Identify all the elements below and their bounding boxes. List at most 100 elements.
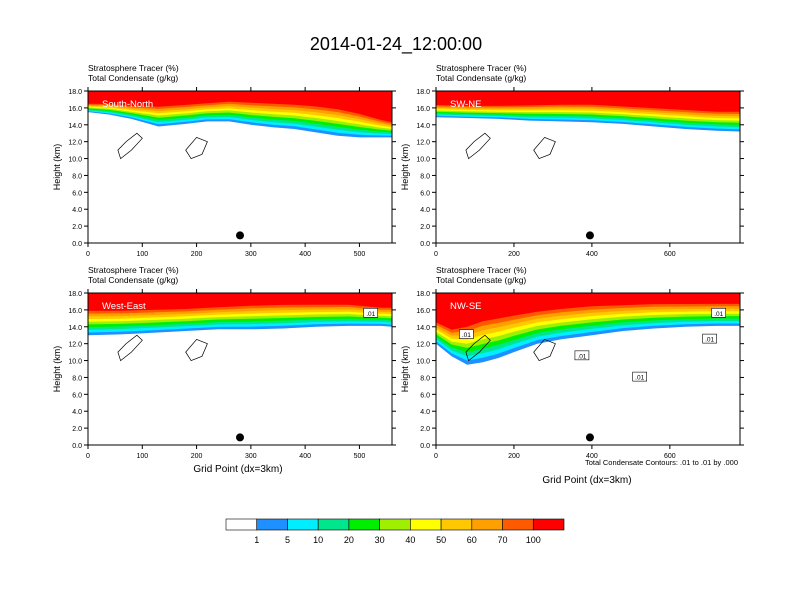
condensate-contour xyxy=(117,132,143,160)
condensate-contour xyxy=(185,136,208,160)
y-tick-label: 4.0 xyxy=(72,409,82,416)
contour-label-box xyxy=(574,350,590,361)
contour-label-box xyxy=(702,333,717,344)
colorbar-segment xyxy=(348,518,380,531)
location-marker xyxy=(585,231,594,240)
tracer-top xyxy=(88,293,392,300)
x-tick-label: 400 xyxy=(299,251,311,258)
tracer-top xyxy=(436,293,740,300)
y-tick-label: 10.0 xyxy=(416,359,430,366)
colorbar-segment xyxy=(317,518,350,531)
y-tick-label: 8.0 xyxy=(72,375,82,382)
left-title-tracer: Stratosphere Tracer (%) xyxy=(436,63,527,73)
y-tick-label: 6.0 xyxy=(420,392,430,399)
y-tick-label: 10.0 xyxy=(68,359,82,366)
colorbar-segment xyxy=(471,518,503,531)
figure-title: 2014-01-24_12:00:00 xyxy=(310,34,482,55)
y-axis-label: Height (km) xyxy=(400,346,410,393)
tracer-layer-100 xyxy=(436,293,740,330)
condensate-contour xyxy=(185,338,208,362)
colorbar-label: 60 xyxy=(467,535,477,545)
y-tick-label: 12.0 xyxy=(416,342,430,349)
condensate-contour xyxy=(465,132,491,160)
x-tick-label: 400 xyxy=(586,453,598,460)
condensate-contour xyxy=(465,334,491,362)
y-tick-label: 2.0 xyxy=(420,426,430,433)
left-title-condensate: Total Condensate (g/kg) xyxy=(88,275,178,285)
y-tick-label: 16.0 xyxy=(68,106,82,113)
plot-area xyxy=(88,91,392,160)
left-title-condensate: Total Condensate (g/kg) xyxy=(88,73,178,83)
x-tick-label: 400 xyxy=(299,453,311,460)
colorbar-segment xyxy=(502,518,534,531)
location-marker xyxy=(236,433,244,442)
y-tick-label: 2.0 xyxy=(420,224,430,231)
x-tick-label: 600 xyxy=(664,251,676,258)
plot-frame xyxy=(87,90,393,244)
contour-label-box xyxy=(363,307,379,318)
left-title-tracer: Stratosphere Tracer (%) xyxy=(88,63,179,73)
y-tick-label: 8.0 xyxy=(72,173,82,180)
y-tick-label: 18.0 xyxy=(68,89,82,96)
x-tick-label: 0 xyxy=(86,453,90,460)
tracer-layer-100 xyxy=(88,91,392,123)
colorbar-label: 40 xyxy=(405,535,415,545)
x-tick-label: 200 xyxy=(508,251,520,258)
y-tick-label: 18.0 xyxy=(68,291,82,298)
y-tick-label: 12.0 xyxy=(68,140,82,147)
tracer-top xyxy=(88,91,392,98)
y-tick-label: 14.0 xyxy=(416,123,430,130)
y-tick-label: 16.0 xyxy=(416,308,430,315)
y-tick-label: 0.0 xyxy=(420,443,430,450)
contour-label: .01 xyxy=(366,311,375,318)
y-tick-label: 10.0 xyxy=(416,157,430,164)
y-tick-label: 12.0 xyxy=(416,140,430,147)
y-tick-label: 8.0 xyxy=(420,375,430,382)
y-tick-label: 4.0 xyxy=(420,409,430,416)
plot-area xyxy=(88,293,392,362)
condensate-contour xyxy=(533,338,556,362)
panel-label: NW-SE xyxy=(450,301,482,312)
plot-frame xyxy=(87,292,393,446)
x-tick-label: 200 xyxy=(191,251,203,258)
panels-group: Stratosphere Tracer (%)Total Condensate … xyxy=(52,63,744,460)
colorbar-segment xyxy=(410,518,442,531)
colorbar-label: 100 xyxy=(526,535,541,545)
y-tick-label: 0.0 xyxy=(420,241,430,248)
y-tick-label: 6.0 xyxy=(72,392,82,399)
x-tick-label: 500 xyxy=(354,251,366,258)
colorbar-segment xyxy=(256,518,288,531)
colorbar-label: 50 xyxy=(436,535,446,545)
colorbar-label: 70 xyxy=(498,535,508,545)
colorbar-label: 5 xyxy=(285,535,290,545)
x-tick-label: 100 xyxy=(136,251,148,258)
panel-4: Stratosphere Tracer (%)Total Condensate … xyxy=(400,265,744,460)
y-tick-label: 18.0 xyxy=(416,291,430,298)
condensate-contour xyxy=(533,136,556,160)
colorbar-segment xyxy=(225,518,258,531)
y-axis-label: Height (km) xyxy=(400,144,410,191)
x-tick-label: 300 xyxy=(245,453,257,460)
colorbar-segment xyxy=(440,518,473,531)
colorbar-segment xyxy=(532,518,565,531)
contour-label: .01 xyxy=(705,337,714,344)
y-tick-label: 0.0 xyxy=(72,241,82,248)
colorbar-label: 20 xyxy=(344,535,354,545)
location-marker xyxy=(236,231,244,240)
contour-label-box xyxy=(459,329,474,339)
left-title-tracer: Stratosphere Tracer (%) xyxy=(88,265,179,275)
y-tick-label: 18.0 xyxy=(416,89,430,96)
colorbar-label: 10 xyxy=(313,535,323,545)
colorbar-segment xyxy=(287,518,319,531)
tracer-top xyxy=(436,91,740,98)
panel-label: West-East xyxy=(102,301,146,312)
colorbar: 1 5 10 20 30 40 50 60 70 100 xyxy=(225,518,565,545)
left-title-condensate: Total Condensate (g/kg) xyxy=(436,275,526,285)
x-tick-label: 0 xyxy=(434,251,438,258)
x-tick-label: 500 xyxy=(354,453,366,460)
colorbar-label: 30 xyxy=(375,535,385,545)
y-tick-label: 2.0 xyxy=(72,224,82,231)
y-tick-label: 0.0 xyxy=(72,443,82,450)
y-axis-label: Height (km) xyxy=(52,346,62,393)
